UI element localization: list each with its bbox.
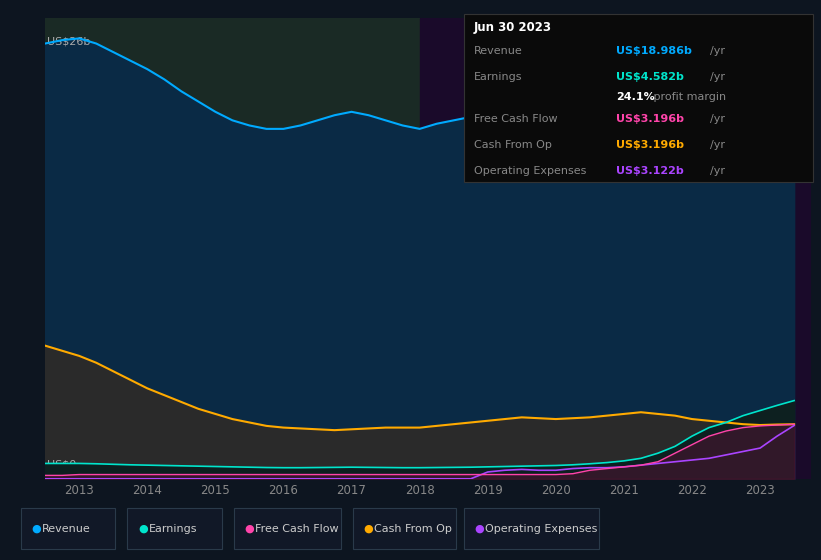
Bar bbox=[45, 18, 420, 479]
Text: ●: ● bbox=[475, 524, 484, 534]
Bar bbox=[420, 18, 811, 479]
Text: Cash From Op: Cash From Op bbox=[474, 140, 552, 150]
Text: /yr: /yr bbox=[710, 72, 725, 82]
Text: US$4.582b: US$4.582b bbox=[616, 72, 684, 82]
Text: US$18.986b: US$18.986b bbox=[616, 46, 691, 57]
Text: Free Cash Flow: Free Cash Flow bbox=[255, 524, 339, 534]
Text: Jun 30 2023: Jun 30 2023 bbox=[474, 21, 552, 34]
Text: US$3.196b: US$3.196b bbox=[616, 114, 684, 124]
Text: /yr: /yr bbox=[710, 46, 725, 57]
Text: /yr: /yr bbox=[710, 114, 725, 124]
Text: profit margin: profit margin bbox=[650, 92, 727, 102]
Text: Cash From Op: Cash From Op bbox=[374, 524, 452, 534]
Text: Revenue: Revenue bbox=[474, 46, 522, 57]
Text: ●: ● bbox=[31, 524, 41, 534]
Text: /yr: /yr bbox=[710, 166, 725, 176]
Text: Revenue: Revenue bbox=[42, 524, 90, 534]
Text: US$26b: US$26b bbox=[47, 36, 90, 46]
Text: Earnings: Earnings bbox=[149, 524, 197, 534]
Text: ●: ● bbox=[364, 524, 374, 534]
Text: US$3.122b: US$3.122b bbox=[616, 166, 684, 176]
Text: Operating Expenses: Operating Expenses bbox=[474, 166, 586, 176]
Text: ●: ● bbox=[245, 524, 255, 534]
Text: Operating Expenses: Operating Expenses bbox=[485, 524, 598, 534]
Text: US$3.196b: US$3.196b bbox=[616, 140, 684, 150]
Text: Earnings: Earnings bbox=[474, 72, 522, 82]
Text: 24.1%: 24.1% bbox=[616, 92, 654, 102]
Text: US$0: US$0 bbox=[47, 460, 76, 470]
Text: ●: ● bbox=[138, 524, 148, 534]
Text: Free Cash Flow: Free Cash Flow bbox=[474, 114, 557, 124]
Text: /yr: /yr bbox=[710, 140, 725, 150]
